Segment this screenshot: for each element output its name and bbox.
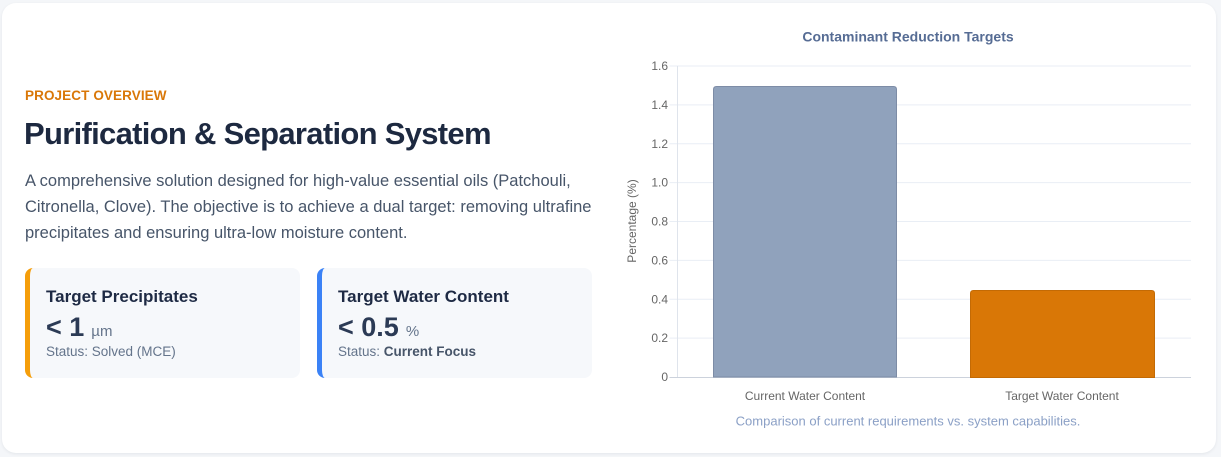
svg-text:1.4: 1.4 xyxy=(651,98,668,112)
svg-text:Percentage (%): Percentage (%) xyxy=(625,179,639,262)
svg-text:Current Water Content: Current Water Content xyxy=(745,389,866,403)
svg-text:1.6: 1.6 xyxy=(651,59,668,73)
svg-text:0.2: 0.2 xyxy=(651,331,668,345)
svg-text:1.2: 1.2 xyxy=(651,137,668,151)
svg-text:Target Water Content: Target Water Content xyxy=(1005,389,1119,403)
svg-text:0.8: 0.8 xyxy=(651,215,668,229)
svg-text:0.6: 0.6 xyxy=(651,253,668,267)
svg-text:Comparison of current requirem: Comparison of current requirements vs. s… xyxy=(736,414,1081,429)
svg-text:0: 0 xyxy=(661,370,668,384)
svg-text:Contaminant Reduction Targets: Contaminant Reduction Targets xyxy=(802,29,1014,45)
svg-text:1.0: 1.0 xyxy=(651,176,668,190)
svg-text:0.4: 0.4 xyxy=(651,292,668,306)
